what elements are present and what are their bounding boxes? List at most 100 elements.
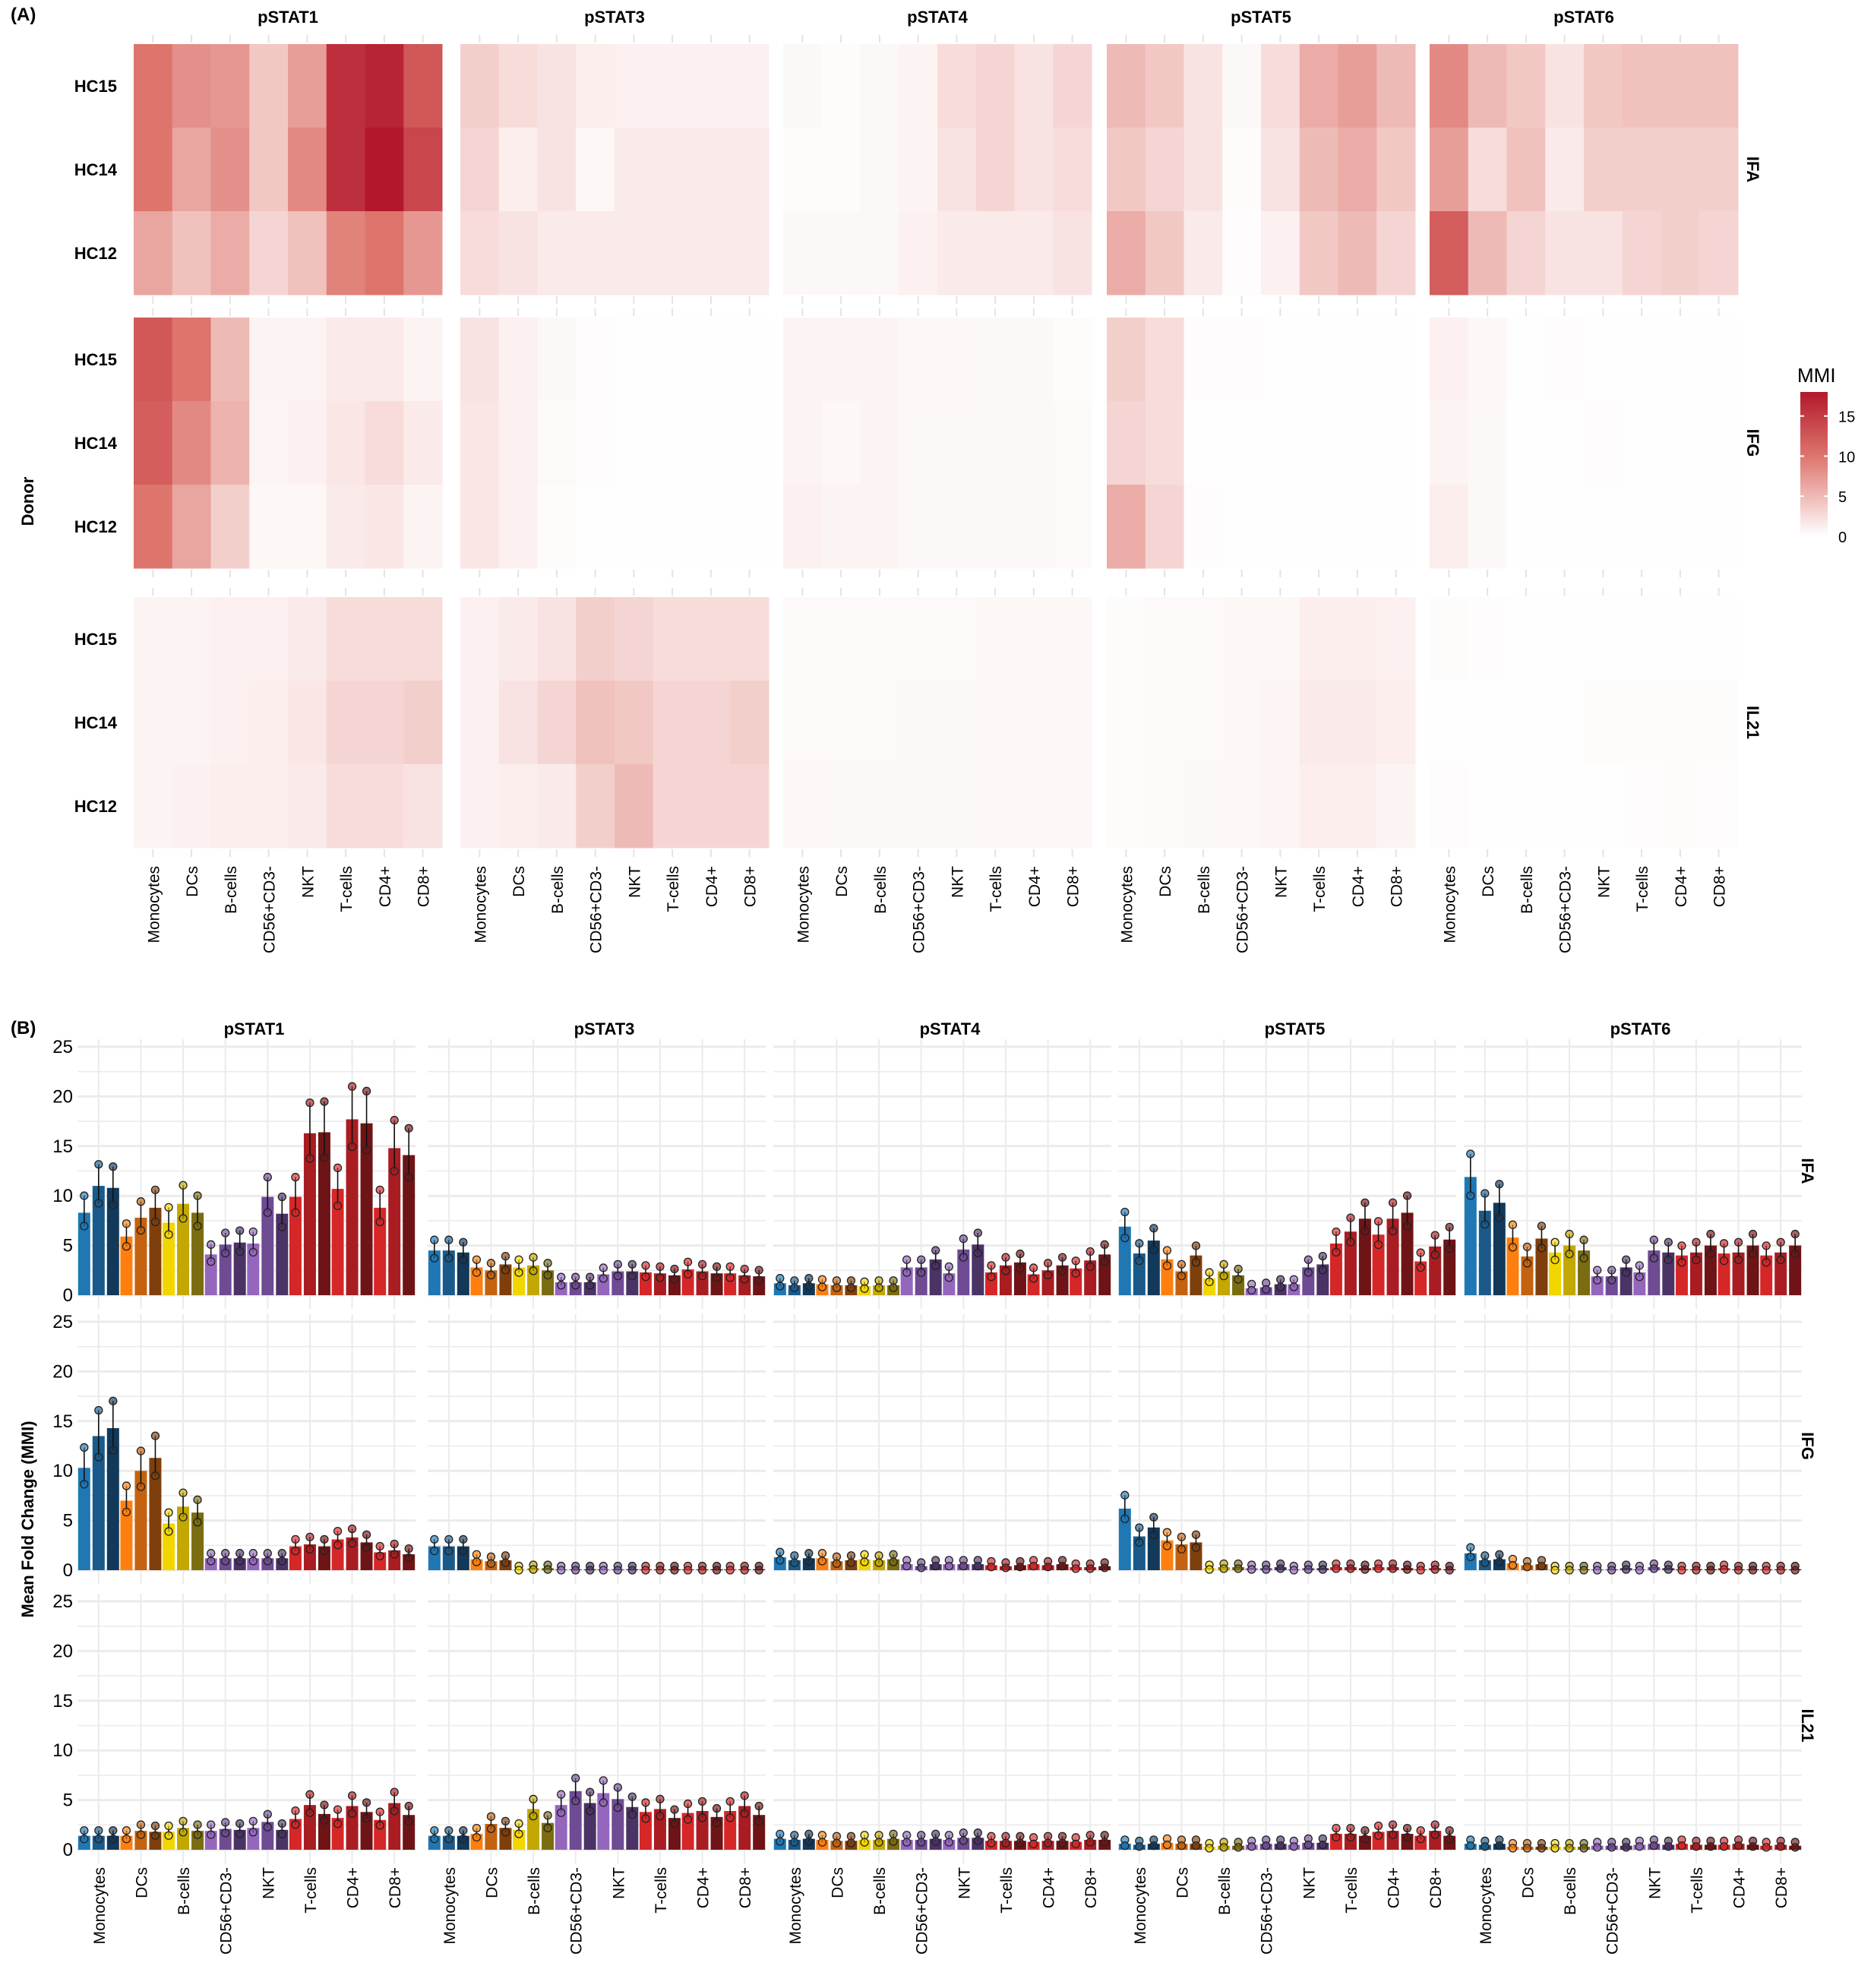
heatmap-ytick-label: HC14 — [74, 713, 118, 732]
data-point — [1402, 1222, 1412, 1231]
data-point — [333, 1819, 343, 1828]
heatmap-cell — [1299, 128, 1338, 212]
bar-ytick-label: 5 — [63, 1790, 73, 1811]
data-point — [599, 1776, 608, 1785]
data-point — [221, 1828, 230, 1838]
data-point — [1234, 1564, 1243, 1573]
heatmap-cell — [975, 485, 1015, 569]
data-point — [1565, 1844, 1574, 1853]
heatmap-cell — [365, 318, 404, 402]
bar-ytick-label: 5 — [63, 1236, 73, 1256]
data-point — [1508, 1243, 1518, 1252]
legend-tick-label: 15 — [1838, 409, 1855, 426]
data-point — [248, 1557, 258, 1566]
heatmap-facet-title-pstat3: pSTAT3 — [584, 8, 645, 27]
data-point — [80, 1826, 89, 1835]
data-point — [501, 1551, 510, 1560]
data-point — [973, 1836, 982, 1845]
heatmap-cell — [403, 211, 443, 296]
heatmap-cell — [1145, 764, 1184, 849]
heatmap-cell — [1107, 318, 1146, 402]
data-point — [1508, 1560, 1518, 1570]
heatmap-cell — [1506, 485, 1546, 569]
data-point — [1565, 1566, 1574, 1575]
heatmap-cell — [730, 318, 770, 402]
data-point — [1776, 1237, 1785, 1247]
heatmap-cell — [1376, 681, 1416, 765]
bar-ytick-label: 15 — [52, 1411, 73, 1432]
heatmap-cell — [783, 485, 823, 569]
data-point — [1692, 1566, 1701, 1575]
data-point — [917, 1838, 926, 1847]
heatmap-cell — [1145, 681, 1184, 765]
data-point — [1733, 1255, 1743, 1265]
data-point — [1177, 1532, 1187, 1541]
heatmap-cell — [1053, 597, 1092, 681]
data-point — [122, 1242, 131, 1251]
bar — [149, 1207, 162, 1295]
data-point — [1416, 1835, 1425, 1844]
bar — [1358, 1218, 1371, 1295]
heatmap-cell — [288, 128, 327, 212]
data-point — [776, 1274, 785, 1283]
data-point — [80, 1191, 89, 1200]
heatmap-cell — [498, 681, 538, 765]
heatmap-xtick-label: DCs — [184, 866, 201, 897]
heatmap-ytick-label: HC14 — [74, 434, 118, 453]
data-point — [1191, 1543, 1201, 1552]
data-point — [122, 1835, 131, 1844]
data-point — [1247, 1842, 1256, 1851]
bar — [597, 1793, 610, 1850]
heatmap-xtick-label: NKT — [1595, 866, 1613, 898]
heatmap-cell — [1222, 681, 1262, 765]
heatmap-xtick-label: T-cells — [338, 866, 356, 912]
heatmap-xtick-label: CD56+CD3- — [1234, 866, 1252, 953]
bar-xtick-label: CD56+CD3- — [1604, 1867, 1622, 1955]
data-point — [1664, 1842, 1673, 1851]
heatmap-cell — [1338, 318, 1377, 402]
heatmap-cell — [937, 597, 977, 681]
heatmap-xtick-label: CD8+ — [1711, 866, 1729, 907]
data-point — [725, 1262, 735, 1272]
heatmap-cell — [210, 485, 250, 569]
data-point — [1162, 1528, 1172, 1537]
data-point — [1692, 1255, 1701, 1265]
heatmap-cell — [1584, 485, 1623, 569]
data-point — [1360, 1826, 1370, 1835]
heatmap-cell — [1584, 597, 1623, 681]
data-point — [902, 1831, 912, 1840]
data-point — [1416, 1826, 1425, 1835]
heatmap-cell — [730, 485, 770, 569]
heatmap-cell — [403, 764, 443, 849]
data-point — [459, 1835, 468, 1844]
data-point — [1776, 1842, 1785, 1851]
data-point — [263, 1557, 272, 1566]
heatmap-cell — [615, 401, 654, 485]
data-point — [1177, 1271, 1187, 1281]
heatmap-cell — [860, 485, 899, 569]
data-point — [1416, 1248, 1425, 1257]
data-point — [1332, 1823, 1341, 1833]
bar — [957, 1249, 970, 1295]
data-point — [235, 1226, 245, 1235]
heatmap-cell — [653, 681, 692, 765]
heatmap-cell — [821, 44, 861, 128]
heatmap-cell — [1107, 401, 1146, 485]
heatmap-cell — [1699, 401, 1739, 485]
heatmap-xtick-label: CD4+ — [1026, 866, 1044, 907]
heatmap-cell — [691, 764, 731, 849]
bar-ytick-label: 0 — [63, 1285, 73, 1306]
heatmap-ytick-label: HC12 — [74, 517, 117, 536]
heatmap-cell — [1299, 764, 1338, 849]
data-point — [725, 1813, 735, 1822]
data-point — [817, 1549, 827, 1558]
heatmap-cell — [1183, 764, 1223, 849]
heatmap-cell — [1545, 211, 1585, 296]
data-point — [94, 1199, 103, 1208]
data-point — [1346, 1213, 1355, 1222]
data-point — [444, 1235, 453, 1244]
data-point — [1748, 1566, 1758, 1575]
bar — [428, 1250, 441, 1295]
data-point — [557, 1281, 566, 1290]
